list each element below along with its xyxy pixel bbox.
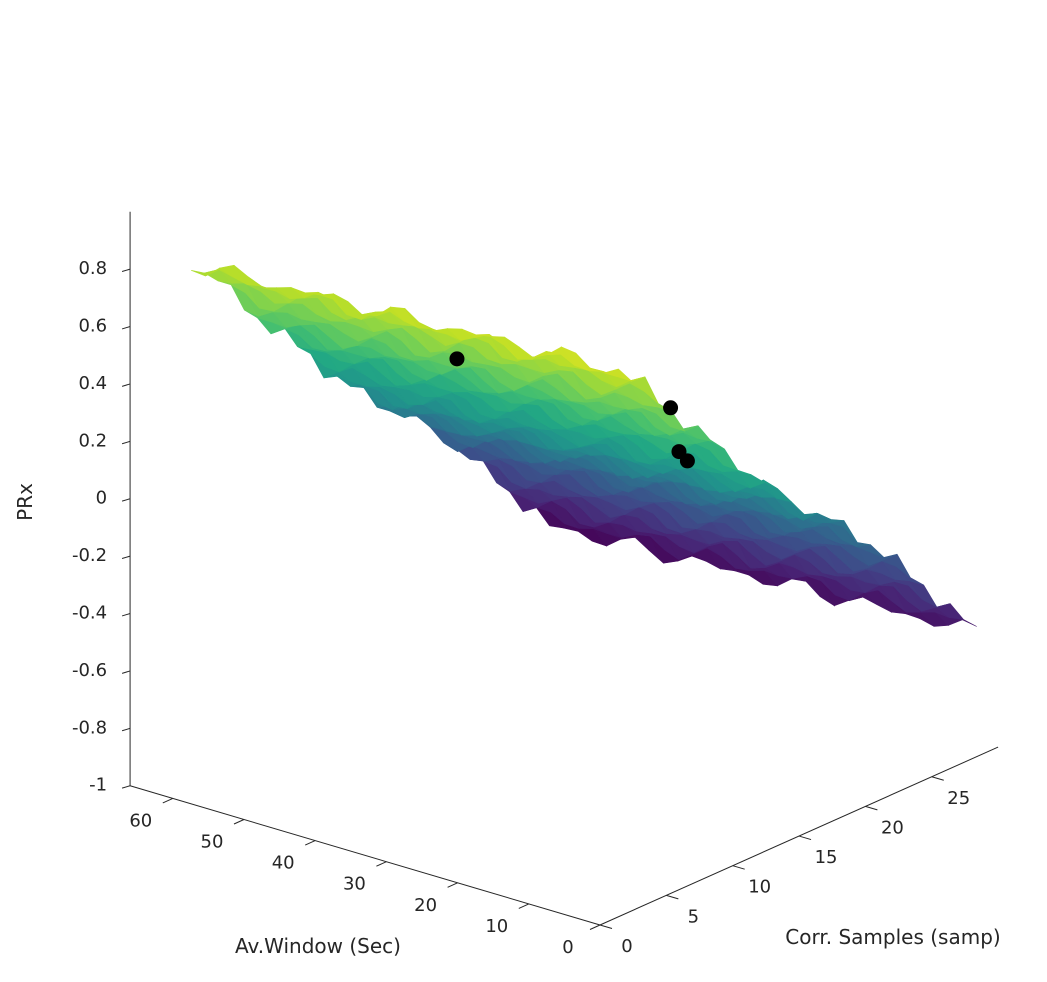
z-tick-label: 0 — [96, 488, 107, 509]
y-tick-label: 30 — [343, 874, 366, 895]
z-axis-label: PRx — [13, 483, 37, 521]
z-tick-label: 0.2 — [78, 430, 107, 451]
surface-patch — [603, 368, 632, 382]
z-tick-mark — [121, 498, 131, 502]
z-tick-label: -0.4 — [72, 603, 107, 624]
y-tick-label: 20 — [414, 895, 437, 916]
z-tick-label: 0.4 — [78, 373, 107, 394]
y-tick-label: 0 — [562, 937, 573, 958]
y-tick-mark — [447, 882, 458, 888]
y-tick-label: 50 — [201, 832, 224, 853]
x-tick-mark — [599, 924, 613, 929]
x-tick-mark — [666, 894, 679, 900]
z-tick-label: -0.6 — [72, 660, 107, 681]
y-tick-label: 60 — [129, 810, 152, 831]
highlight-point — [679, 453, 695, 469]
x-tick-mark — [865, 805, 878, 811]
z-tick-mark — [121, 670, 131, 674]
x-axis-label: Corr. Samples (samp) — [785, 925, 1000, 949]
y-axis-line — [129, 785, 601, 926]
y-axis-label: Av.Window (Sec) — [235, 934, 401, 958]
y-tick-mark — [162, 797, 174, 804]
surface-layer — [191, 264, 977, 627]
x-tick-label: 5 — [688, 906, 699, 927]
y-tick-mark — [518, 903, 530, 909]
z-tick-label: -0.8 — [72, 717, 107, 738]
z-tick-mark — [121, 440, 131, 445]
x-tick-mark — [931, 776, 944, 781]
x-tick-label: 0 — [621, 936, 632, 957]
x-tick-label: 10 — [748, 877, 771, 898]
y-tick-mark — [304, 840, 316, 846]
z-tick-label: 0.6 — [78, 316, 107, 337]
highlight-point — [449, 351, 465, 367]
z-tick-mark — [121, 785, 131, 789]
x-tick-label: 15 — [815, 847, 838, 868]
z-tick-mark — [121, 613, 131, 617]
axes-layer: -1 -0.8 -0.6 -0.4 -0.2 0 0.2 0.4 0.6 0.8 0 10 20 30 40… — [72, 211, 999, 958]
x-tick-mark — [798, 835, 812, 841]
y-tick-label: 40 — [272, 853, 295, 874]
highlight-point — [663, 400, 679, 416]
x-tick-label: 20 — [881, 817, 904, 838]
z-tick-mark — [121, 727, 131, 732]
z-tick-mark — [121, 268, 131, 273]
highlight-points-layer — [449, 351, 695, 469]
x-tick-mark — [732, 865, 745, 870]
y-tick-label: 10 — [485, 916, 508, 937]
x-tick-label: 25 — [947, 788, 970, 809]
y-tick-mark — [589, 924, 601, 930]
z-tick-mark — [121, 326, 131, 330]
z-tick-label: 0.8 — [78, 258, 107, 279]
z-tick-mark — [121, 383, 131, 387]
y-tick-mark — [376, 861, 387, 867]
y-tick-mark — [233, 819, 245, 825]
z-tick-label: -1 — [89, 775, 107, 796]
z-tick-label: -0.2 — [72, 545, 107, 566]
z-tick-mark — [121, 555, 131, 560]
